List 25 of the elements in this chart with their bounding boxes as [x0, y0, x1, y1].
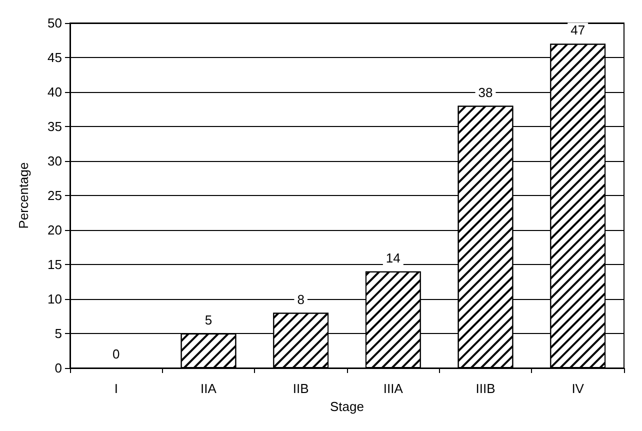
y-tick-label: 35 — [48, 119, 62, 134]
data-label: 38 — [478, 84, 493, 100]
x-tick-label: IV — [572, 381, 584, 396]
y-tick-label: 5 — [54, 326, 62, 341]
y-tick-label: 15 — [48, 257, 62, 272]
y-tick-label: 30 — [48, 154, 62, 168]
x-tick-label: IIIB — [476, 381, 496, 396]
data-label: 47 — [570, 22, 586, 38]
data-label: 0 — [112, 346, 120, 362]
x-tick-label: IIA — [200, 381, 217, 396]
x-tick-label: I — [114, 381, 118, 396]
y-axis-title: Percentage — [16, 162, 31, 229]
data-label: 8 — [297, 292, 304, 307]
y-tick-label: 25 — [48, 188, 62, 203]
data-label: 14 — [386, 250, 400, 266]
x-axis-title: Stage — [330, 399, 364, 414]
x-tick-label: IIB — [292, 381, 309, 396]
y-tick-label: 50 — [48, 16, 62, 30]
x-tick-label: IIIA — [383, 381, 404, 396]
y-tick-label: 20 — [48, 222, 62, 238]
y-tick-label: 10 — [48, 292, 62, 306]
y-tick-label: 45 — [48, 50, 62, 65]
data-label: 5 — [204, 312, 212, 328]
y-tick-label: 0 — [54, 360, 62, 376]
y-tick-label: 40 — [48, 84, 62, 100]
